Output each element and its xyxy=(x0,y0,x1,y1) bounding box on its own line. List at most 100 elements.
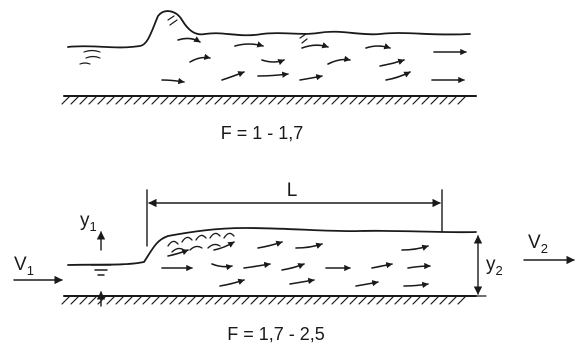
hatch-line xyxy=(178,95,188,105)
hatch-line xyxy=(241,295,251,305)
hatch-line xyxy=(304,95,314,105)
hatch-line xyxy=(349,95,359,105)
hatch-line xyxy=(367,295,377,305)
hatch-line xyxy=(61,295,71,305)
hatch-line xyxy=(385,295,395,305)
flow-arrow xyxy=(379,58,405,67)
hatch-line xyxy=(97,295,107,305)
hatch-line xyxy=(457,95,467,105)
hatch-line xyxy=(457,295,467,305)
hatch-line xyxy=(250,295,260,305)
hatch-line xyxy=(88,295,98,305)
hatch-line xyxy=(331,295,341,305)
hatch-line xyxy=(115,295,125,305)
hatch-line xyxy=(412,295,422,305)
hatch-line xyxy=(151,295,161,305)
panel-b-water-surface xyxy=(67,227,477,266)
hatch-line xyxy=(205,295,215,305)
hatch-line xyxy=(403,295,413,305)
hatch-line xyxy=(421,95,431,105)
hatch-line xyxy=(142,295,152,305)
flow-arrow xyxy=(403,281,429,289)
panel-a-flow-arrows xyxy=(161,36,467,85)
hatch-line xyxy=(151,95,161,105)
hatch-line xyxy=(268,95,278,105)
panel-a-upstream-waves xyxy=(79,49,101,65)
hatch-line xyxy=(277,95,287,105)
hatch-line xyxy=(403,95,413,105)
hatch-line xyxy=(430,295,440,305)
hatch-line xyxy=(214,95,224,105)
hatch-line xyxy=(196,95,206,105)
flow-arrow xyxy=(371,261,393,269)
flow-arrow xyxy=(219,278,245,287)
water-level-symbol xyxy=(90,264,112,276)
hatch-line xyxy=(106,95,116,105)
hatch-line xyxy=(250,95,260,105)
hatch-line xyxy=(322,295,332,305)
hatch-line xyxy=(106,295,116,305)
hatch-line xyxy=(259,295,269,305)
hatch-line xyxy=(124,295,134,305)
flow-arrow xyxy=(355,279,379,287)
hatch-line xyxy=(223,95,233,105)
hatch-line xyxy=(322,95,332,105)
hatch-line xyxy=(439,95,449,105)
flow-arrow xyxy=(261,59,285,66)
hatch-line xyxy=(277,295,287,305)
flow-arrow xyxy=(385,71,411,81)
hatch-line xyxy=(412,95,422,105)
hatch-line xyxy=(169,295,179,305)
hatch-line xyxy=(448,295,458,305)
flow-arrow xyxy=(221,71,245,81)
hatch-line xyxy=(214,295,224,305)
flow-arrow xyxy=(213,241,235,251)
flow-arrow xyxy=(301,42,329,49)
flow-arrow xyxy=(161,77,185,85)
panel-a-crest-marks xyxy=(167,15,308,44)
v2-label: V2 xyxy=(528,232,548,256)
hatch-line xyxy=(295,295,305,305)
y1-label: y1 xyxy=(80,210,97,234)
flow-arrow xyxy=(243,261,271,269)
flow-arrow xyxy=(281,263,305,271)
hatch-line xyxy=(376,95,386,105)
hatch-line xyxy=(385,95,395,105)
hatch-line xyxy=(340,295,350,305)
hatch-line xyxy=(232,295,242,305)
flow-arrow xyxy=(365,43,391,50)
roller-marks xyxy=(167,232,235,253)
hatch-line xyxy=(421,295,431,305)
hatch-line xyxy=(241,95,251,105)
flow-arrow xyxy=(299,73,323,81)
hatch-line xyxy=(304,295,314,305)
hatch-line xyxy=(205,95,215,105)
hatch-line xyxy=(313,295,323,305)
flow-arrow xyxy=(257,240,283,249)
hatch-line xyxy=(430,95,440,105)
panel-b-froude-label: F = 1,7 - 2,5 xyxy=(227,324,325,344)
hatch-line xyxy=(160,295,170,305)
flow-arrow xyxy=(289,277,315,285)
hatch-line xyxy=(97,95,107,105)
panel-b: L y1 xyxy=(13,180,575,344)
flow-arrow xyxy=(177,36,201,43)
hatch-line xyxy=(88,95,98,105)
hatch-line xyxy=(358,295,368,305)
panel-a-froude-label: F = 1 - 1,7 xyxy=(221,123,304,143)
panel-b-flow-arrows xyxy=(161,240,431,289)
hatch-line xyxy=(232,95,242,105)
hatch-line xyxy=(196,295,206,305)
hatch-line xyxy=(187,295,197,305)
hatch-line xyxy=(313,95,323,105)
panel-b-bed-hatching xyxy=(61,295,467,305)
hatch-line xyxy=(70,295,80,305)
hatch-line xyxy=(178,295,188,305)
flow-arrow xyxy=(234,41,264,48)
hatch-line xyxy=(448,95,458,105)
hatch-line xyxy=(268,295,278,305)
hatch-line xyxy=(160,95,170,105)
hatch-line xyxy=(223,295,233,305)
